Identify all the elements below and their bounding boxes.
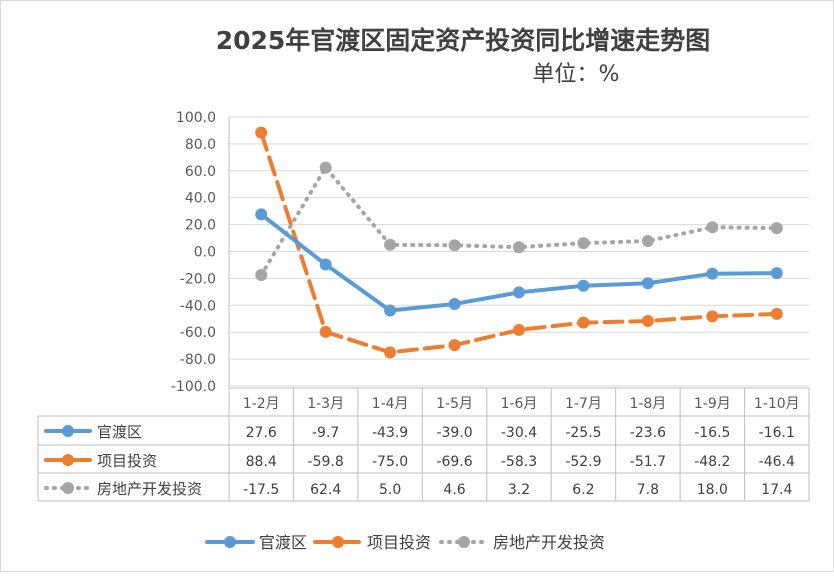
x-tick-label: 1-6月 bbox=[501, 396, 538, 412]
legend-marker bbox=[62, 425, 74, 437]
legend-marker bbox=[458, 536, 470, 548]
data-point bbox=[770, 222, 783, 235]
table-cell: -75.0 bbox=[372, 454, 408, 470]
table-cell: -48.2 bbox=[694, 454, 730, 470]
data-point bbox=[641, 315, 654, 328]
legend-label: 官渡区 bbox=[259, 533, 307, 552]
data-point bbox=[255, 208, 268, 221]
table-cell: -51.7 bbox=[630, 454, 666, 470]
table-cell: -59.8 bbox=[308, 454, 344, 470]
table-cell: -69.6 bbox=[436, 454, 472, 470]
y-tick-label: -80.0 bbox=[180, 352, 216, 368]
data-point bbox=[706, 267, 719, 280]
data-point bbox=[384, 346, 397, 359]
data-point bbox=[255, 126, 268, 139]
data-point bbox=[770, 307, 783, 320]
table-cell: 4.6 bbox=[443, 482, 465, 498]
y-tick-label: 100.0 bbox=[176, 110, 216, 126]
table-row-label: 项目投资 bbox=[97, 452, 157, 470]
data-point bbox=[577, 237, 590, 250]
table-cell: -23.6 bbox=[630, 425, 666, 441]
data-point bbox=[513, 323, 525, 336]
data-point bbox=[448, 297, 461, 310]
data-point bbox=[319, 325, 332, 338]
table-cell: 7.8 bbox=[637, 482, 659, 498]
data-point bbox=[706, 310, 719, 323]
table-row-label: 房地产开发投资 bbox=[97, 480, 202, 498]
x-tick-label: 1-7月 bbox=[565, 396, 602, 412]
data-point bbox=[513, 286, 525, 299]
x-tick-label: 1-3月 bbox=[307, 396, 344, 412]
y-tick-label: 80.0 bbox=[185, 137, 216, 153]
series-line bbox=[259, 165, 779, 278]
table-cell: -30.4 bbox=[501, 425, 537, 441]
table-cell: 5.0 bbox=[379, 482, 401, 498]
y-tick-label: -100.0 bbox=[171, 379, 216, 395]
table-cell: -25.5 bbox=[565, 425, 601, 441]
legend-marker bbox=[62, 454, 74, 466]
y-tick-label: -60.0 bbox=[180, 325, 216, 341]
table-cell: 62.4 bbox=[310, 482, 341, 498]
table-cell: -58.3 bbox=[501, 454, 537, 470]
table-cell: -17.5 bbox=[243, 482, 279, 498]
data-point bbox=[577, 316, 590, 329]
table-cell: 18.0 bbox=[697, 482, 728, 498]
table-cell: -43.9 bbox=[372, 425, 408, 441]
table-cell: 3.2 bbox=[508, 482, 530, 498]
table-cell: -52.9 bbox=[565, 454, 601, 470]
data-point bbox=[384, 304, 397, 317]
data-point bbox=[706, 221, 719, 234]
legend-marker bbox=[332, 536, 344, 548]
data-point bbox=[513, 241, 525, 254]
table-cell: 17.4 bbox=[761, 482, 792, 498]
table-cell: -16.5 bbox=[694, 425, 730, 441]
legend-label: 项目投资 bbox=[367, 533, 431, 552]
y-tick-label: 20.0 bbox=[185, 218, 216, 234]
table-cell: 6.2 bbox=[572, 482, 594, 498]
y-tick-label: 60.0 bbox=[185, 164, 216, 180]
data-point bbox=[255, 269, 268, 282]
data-point bbox=[448, 239, 461, 252]
y-tick-label: -20.0 bbox=[180, 271, 216, 287]
legend-label: 房地产开发投资 bbox=[493, 533, 605, 552]
legend-marker bbox=[224, 536, 236, 548]
data-point bbox=[319, 161, 332, 174]
table-cell: -46.4 bbox=[759, 454, 795, 470]
data-point bbox=[641, 277, 654, 290]
chart-subtitle: 单位：% bbox=[533, 62, 620, 87]
table-cell: -9.7 bbox=[312, 425, 339, 441]
table-cell: 88.4 bbox=[246, 454, 277, 470]
table-row-label: 官渡区 bbox=[97, 423, 142, 441]
x-tick-label: 1-8月 bbox=[629, 396, 666, 412]
y-tick-label: 40.0 bbox=[185, 191, 216, 207]
legend-marker bbox=[62, 482, 74, 494]
x-tick-label: 1-4月 bbox=[372, 396, 409, 412]
table-cell: -39.0 bbox=[436, 425, 472, 441]
chart-title: 2025年官渡区固定资产投资同比增速走势图 bbox=[216, 26, 711, 55]
data-point bbox=[384, 238, 397, 251]
x-tick-label: 1-2月 bbox=[243, 396, 280, 412]
x-tick-label: 1-10月 bbox=[754, 396, 800, 412]
data-point bbox=[448, 339, 461, 352]
data-point bbox=[577, 279, 590, 292]
data-point bbox=[770, 267, 783, 280]
y-tick-label: 0.0 bbox=[194, 245, 216, 261]
table-cell: -16.1 bbox=[759, 425, 795, 441]
table-cell: 27.6 bbox=[246, 425, 277, 441]
data-point bbox=[641, 235, 654, 248]
y-tick-label: -40.0 bbox=[180, 298, 216, 314]
x-tick-label: 1-9月 bbox=[694, 396, 731, 412]
data-point bbox=[319, 258, 332, 271]
x-tick-label: 1-5月 bbox=[436, 396, 473, 412]
